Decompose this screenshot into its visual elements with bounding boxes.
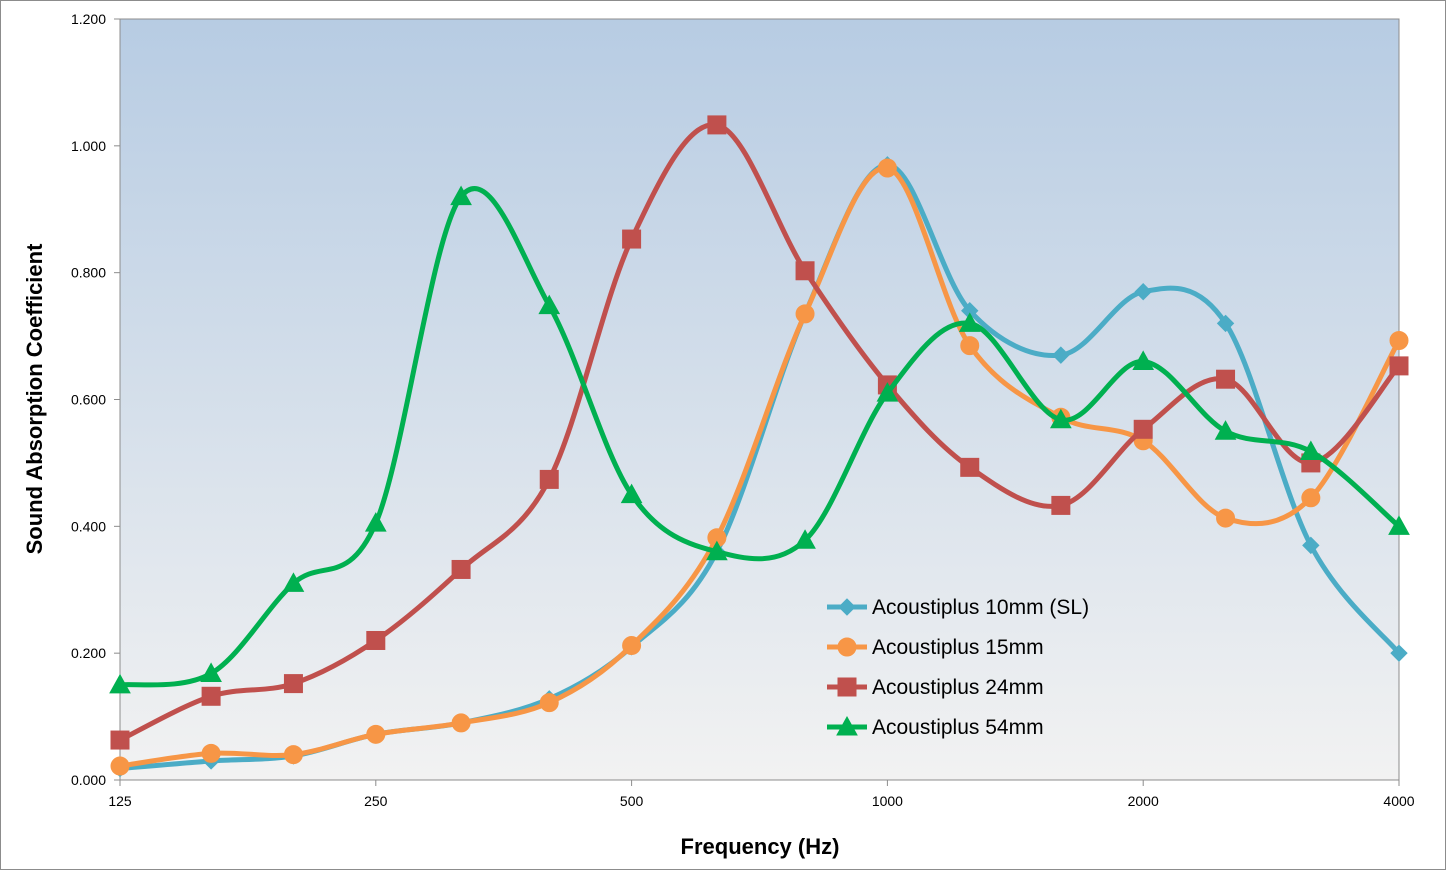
- series-2: [110, 158, 1409, 776]
- data-point: [1216, 314, 1235, 333]
- x-tick-label: 250: [364, 793, 388, 809]
- legend-label: Acoustiplus 54mm: [872, 716, 1044, 739]
- y-tick-label: 0.600: [71, 392, 106, 408]
- data-point: [958, 312, 981, 332]
- y-tick-label: 0.000: [71, 772, 106, 788]
- plot-area: [119, 18, 1400, 781]
- data-point: [877, 158, 897, 178]
- data-point: [366, 630, 386, 650]
- legend-label: Acoustiplus 24mm: [872, 676, 1044, 699]
- series-4: [109, 185, 1410, 694]
- data-point: [1214, 420, 1237, 440]
- data-point: [1390, 644, 1408, 662]
- data-point: [538, 294, 561, 315]
- legend-marker: [838, 598, 856, 616]
- data-point: [1050, 408, 1072, 429]
- x-tick-label: 125: [108, 793, 132, 809]
- data-point: [1051, 495, 1071, 515]
- data-point: [1216, 508, 1236, 528]
- series-layer: [109, 115, 1410, 778]
- data-point: [364, 512, 387, 532]
- data-point: [1134, 282, 1152, 301]
- data-point: [109, 673, 131, 694]
- data-point: [706, 540, 728, 561]
- x-tick-label: 2000: [1128, 793, 1159, 809]
- data-point: [795, 261, 815, 281]
- data-point: [201, 686, 221, 706]
- axis-ticks: 0.000 0.200 0.400 0.600 0.800 1.000 1.200 125 25…: [71, 11, 1415, 809]
- y-axis-title: Sound Absorption Coefficient: [22, 243, 47, 554]
- data-point: [539, 693, 559, 713]
- data-point: [1299, 440, 1322, 461]
- legend-label: Acoustiplus 10mm (SL): [872, 596, 1089, 619]
- legend: Acoustiplus 10mm (SL) Acoustiplus 15mm Aco…: [827, 596, 1089, 739]
- data-point: [622, 636, 642, 656]
- legend-item-4: Acoustiplus 54mm: [827, 715, 1044, 739]
- legend-item-2: Acoustiplus 15mm: [827, 636, 1044, 659]
- data-point: [450, 185, 472, 206]
- data-point: [1301, 488, 1321, 508]
- x-tick-label: 1000: [872, 793, 903, 809]
- data-point: [1389, 331, 1409, 351]
- data-point: [201, 743, 221, 763]
- data-point: [1389, 356, 1409, 376]
- data-point: [110, 730, 130, 750]
- data-point: [282, 572, 305, 592]
- data-point: [200, 662, 222, 682]
- data-point: [451, 559, 471, 579]
- data-point: [283, 674, 303, 694]
- data-point: [622, 229, 642, 249]
- series-line: [117, 122, 1402, 743]
- y-tick-label: 1.200: [71, 11, 106, 27]
- x-tick-label: 500: [620, 793, 644, 809]
- data-point: [1133, 419, 1153, 439]
- data-point: [707, 115, 727, 135]
- data-point: [1388, 515, 1410, 535]
- legend-marker: [837, 637, 857, 657]
- data-point: [283, 745, 303, 765]
- legend-marker: [837, 677, 857, 697]
- y-tick-label: 1.000: [71, 138, 106, 154]
- x-axis-title: Frequency (Hz): [681, 834, 840, 859]
- legend-item-1: Acoustiplus 10mm (SL): [827, 596, 1089, 619]
- data-point: [876, 382, 899, 402]
- data-point: [795, 304, 815, 324]
- data-point: [451, 713, 471, 733]
- legend-marker: [836, 715, 858, 736]
- y-tick-label: 0.400: [71, 518, 106, 534]
- y-tick-label: 0.200: [71, 645, 106, 661]
- data-point: [794, 529, 816, 549]
- data-point: [1132, 350, 1155, 370]
- data-point: [620, 483, 643, 504]
- data-point: [110, 756, 130, 776]
- data-point: [1302, 536, 1320, 555]
- y-tick-label: 0.800: [71, 265, 106, 281]
- x-tick-label: 4000: [1383, 793, 1414, 809]
- legend-label: Acoustiplus 15mm: [872, 636, 1044, 659]
- data-point: [1216, 369, 1236, 389]
- legend-item-3: Acoustiplus 24mm: [827, 676, 1044, 699]
- data-point: [539, 469, 559, 489]
- data-point: [1052, 346, 1070, 364]
- data-point: [960, 336, 980, 356]
- data-point: [366, 724, 386, 744]
- data-point: [960, 457, 980, 477]
